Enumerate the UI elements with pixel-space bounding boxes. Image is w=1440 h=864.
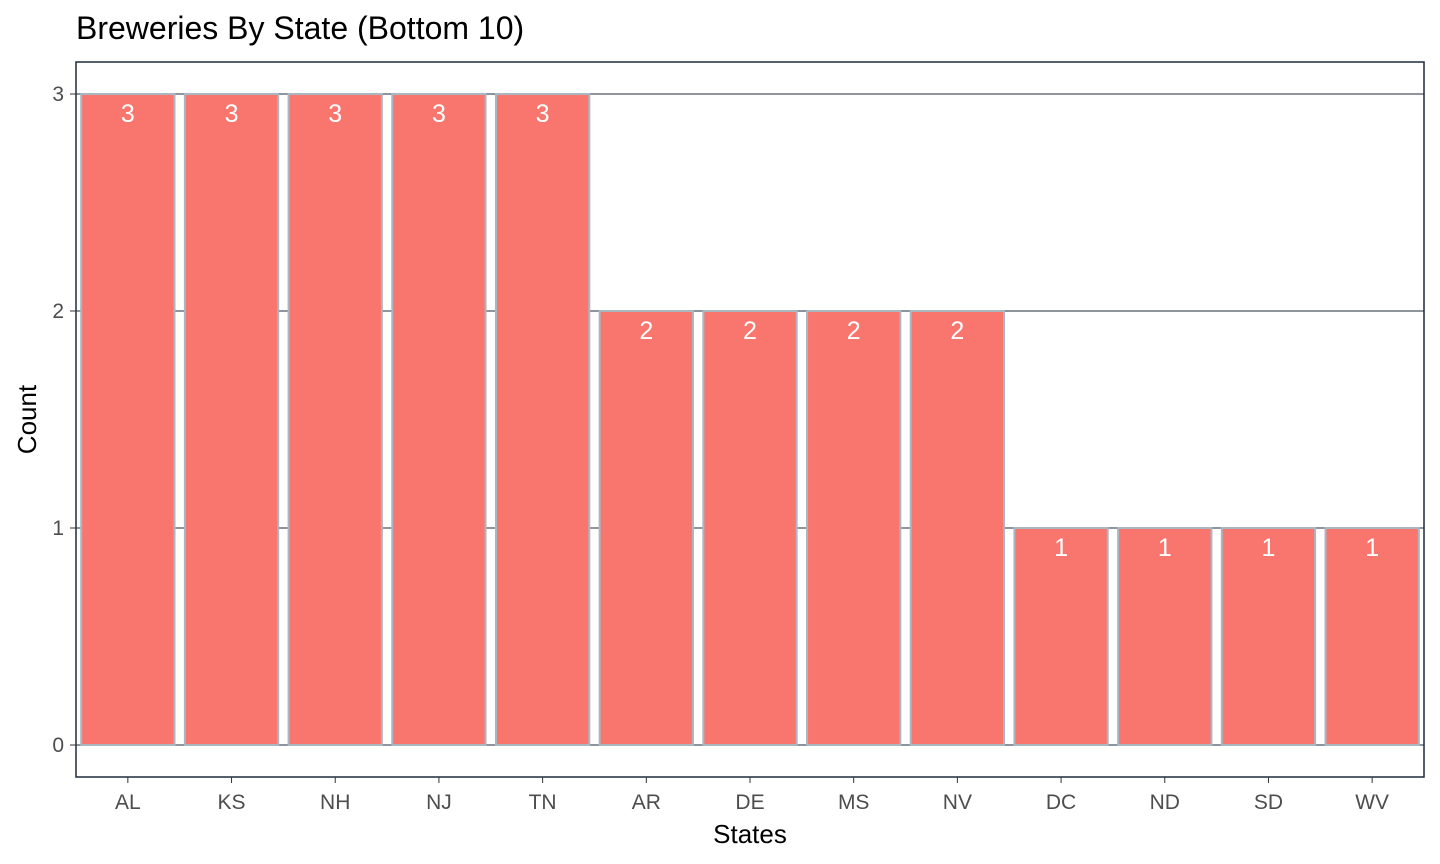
- chart-title: Breweries By State (Bottom 10): [76, 10, 525, 46]
- y-tick-label: 3: [52, 83, 64, 106]
- y-axis-title: Count: [12, 384, 42, 454]
- bar: [391, 93, 487, 746]
- x-tick-label: SD: [1254, 791, 1283, 814]
- x-tick-label: DE: [735, 791, 764, 814]
- bar-value-label: 3: [121, 100, 135, 128]
- bar: [80, 93, 176, 746]
- bar-value-label: 3: [225, 100, 239, 128]
- x-tick-label: AR: [632, 791, 661, 814]
- y-tick-label: 0: [52, 734, 64, 757]
- x-tick-label: AL: [115, 791, 141, 814]
- bar: [287, 93, 383, 746]
- x-axis-title: States: [713, 819, 787, 849]
- bar: [183, 93, 280, 746]
- bar-value-label: 1: [1054, 534, 1068, 562]
- bar-value-label: 1: [1365, 534, 1379, 562]
- x-tick-label: MS: [838, 791, 870, 814]
- x-tick-label: NJ: [426, 791, 452, 814]
- bars: [80, 93, 1420, 746]
- bar-value-label: 3: [432, 100, 446, 128]
- x-tick-label: WV: [1355, 791, 1389, 814]
- x-tick-label: DC: [1046, 791, 1076, 814]
- bar: [598, 310, 694, 746]
- bar-value-label: 3: [328, 100, 342, 128]
- bar-value-label: 2: [743, 317, 757, 345]
- bar-value-label: 2: [847, 317, 861, 345]
- bar: [806, 310, 902, 746]
- bar-value-label: 3: [536, 100, 550, 128]
- x-tick-label: TN: [529, 791, 557, 814]
- bar: [1220, 527, 1317, 746]
- bar-value-labels: 3 3 3 3 3 2 2 2 2 1 1 1 1: [121, 100, 1379, 562]
- x-tick-label: ND: [1150, 791, 1180, 814]
- bar-value-label: 1: [1262, 534, 1276, 562]
- x-tick-label: KS: [218, 791, 246, 814]
- bar: [702, 310, 798, 746]
- y-tick-label: 2: [52, 300, 64, 323]
- y-axis: 0 1 2 3: [52, 83, 76, 757]
- bar: [494, 93, 591, 746]
- bar: [1013, 527, 1109, 746]
- y-tick-label: 1: [52, 517, 64, 540]
- x-axis: AL KS NH NJ TN AR DE MS NV DC ND SD WV: [115, 777, 1389, 814]
- x-tick-label: NH: [320, 791, 350, 814]
- bar-value-label: 2: [639, 317, 653, 345]
- bar: [1324, 527, 1420, 746]
- bar-value-label: 1: [1158, 534, 1172, 562]
- bar: [909, 310, 1006, 746]
- bar: [1117, 527, 1213, 746]
- x-tick-label: NV: [943, 791, 972, 814]
- bar-value-label: 2: [950, 317, 964, 345]
